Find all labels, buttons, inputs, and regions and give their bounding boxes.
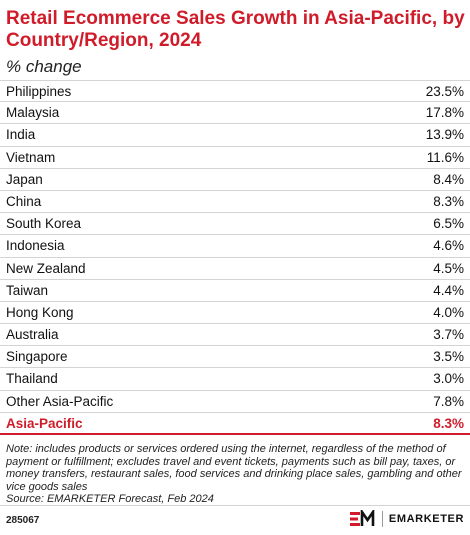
row-value: 4.5%	[433, 260, 464, 276]
chart-title: Retail Ecommerce Sales Growth in Asia-Pa…	[6, 8, 465, 51]
row-label: Other Asia-Pacific	[6, 393, 114, 409]
note-text: Note: includes products or services orde…	[6, 443, 462, 493]
row-label: Japan	[6, 171, 43, 187]
table-row: China 8.3%	[0, 191, 470, 214]
row-value: 3.7%	[433, 327, 464, 343]
table-row: Japan 8.4%	[0, 169, 470, 191]
table-row: Singapore 3.5%	[0, 346, 470, 369]
row-label: Indonesia	[6, 238, 65, 254]
row-value: 6.5%	[433, 216, 464, 232]
table-row: South Korea 6.5%	[0, 213, 470, 236]
row-label: South Korea	[6, 216, 82, 232]
row-value: 8.4%	[433, 171, 464, 187]
total-value: 8.3%	[433, 415, 464, 431]
row-value: 4.0%	[433, 304, 464, 320]
row-value: 3.5%	[433, 349, 464, 365]
table-row: Malaysia 17.8%	[0, 102, 470, 125]
logo-separator	[381, 511, 383, 527]
row-label: Malaysia	[6, 105, 60, 121]
source-text: Source: EMARKETER Forecast, Feb 2024	[6, 493, 214, 505]
row-label: Hong Kong	[6, 304, 74, 320]
table-row: Taiwan 4.4%	[0, 280, 470, 302]
row-label: Philippines	[6, 84, 72, 99]
row-label: Vietnam	[6, 149, 56, 165]
table-row: Hong Kong 4.0%	[0, 302, 470, 325]
em-logo-icon	[349, 510, 375, 526]
table-row: Philippines 23.5%	[0, 80, 470, 103]
brand-name: EMARKETER	[388, 513, 464, 525]
chart-note: Note: includes products or services orde…	[6, 443, 464, 506]
row-label: China	[6, 193, 42, 209]
table-row: Thailand 3.0%	[0, 368, 470, 391]
row-label: India	[6, 127, 36, 143]
row-label: Taiwan	[6, 282, 49, 298]
chart-id: 285067	[6, 515, 40, 526]
row-value: 17.8%	[425, 105, 464, 121]
table-row: Indonesia 4.6%	[0, 235, 470, 258]
row-label: New Zealand	[6, 260, 86, 276]
row-value: 3.0%	[433, 371, 464, 387]
row-label: Singapore	[6, 349, 68, 365]
row-value: 23.5%	[425, 84, 464, 99]
row-value: 4.6%	[433, 238, 464, 254]
table-row: New Zealand 4.5%	[0, 258, 470, 280]
table-row: Australia 3.7%	[0, 324, 470, 347]
total-row: Asia-Pacific 8.3%	[0, 413, 470, 435]
row-value: 8.3%	[433, 193, 464, 209]
row-label: Thailand	[6, 371, 58, 387]
chart-subtitle: % change	[6, 57, 82, 76]
total-label: Asia-Pacific	[6, 415, 83, 431]
data-table: Philippines 23.5% Malaysia 17.8% India 13.9% V…	[0, 80, 470, 435]
row-value: 11.6%	[426, 149, 464, 165]
emarketer-logo: EMARKETER	[349, 508, 464, 530]
row-value: 13.9%	[425, 127, 464, 143]
row-value: 4.4%	[433, 282, 464, 298]
table-row: Other Asia-Pacific 7.8%	[0, 391, 470, 413]
row-value: 7.8%	[433, 393, 464, 409]
row-label: Australia	[6, 327, 59, 343]
table-row: India 13.9%	[0, 124, 470, 147]
footer-divider	[0, 505, 470, 506]
table-row: Vietnam 11.6%	[0, 147, 470, 169]
